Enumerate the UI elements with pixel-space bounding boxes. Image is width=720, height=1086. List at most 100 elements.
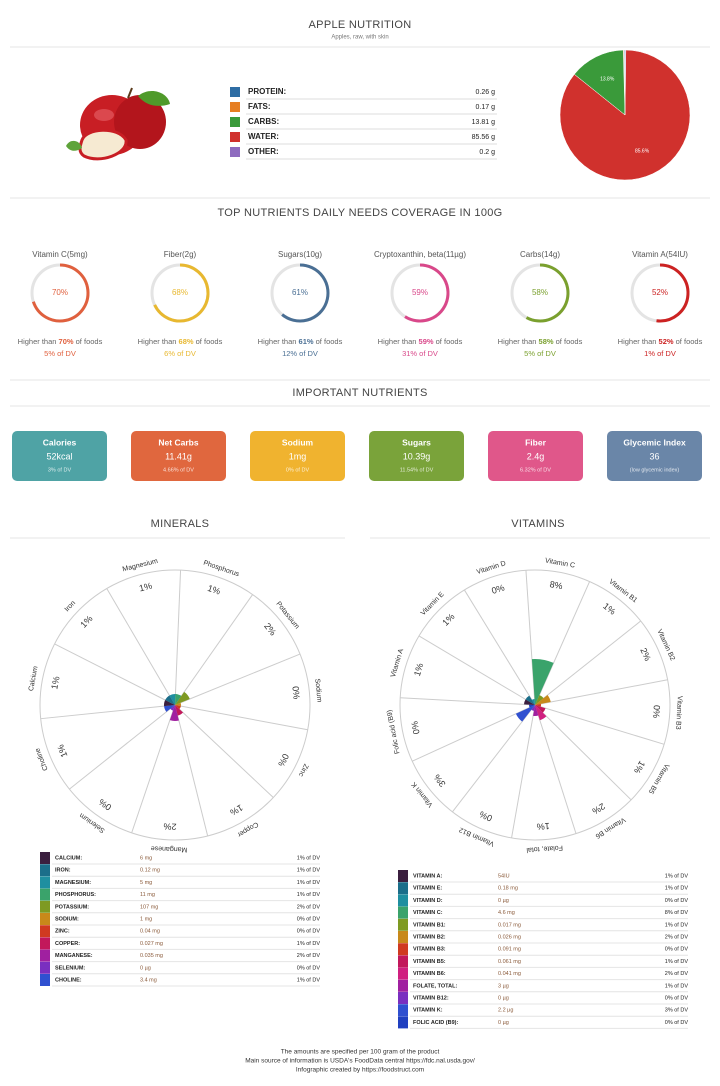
table-dv: 0% of DV bbox=[665, 947, 689, 953]
rank-suffix: of foods bbox=[676, 337, 703, 346]
table-swatch bbox=[40, 913, 50, 925]
macro-label: OTHER: bbox=[248, 147, 279, 156]
table-swatch bbox=[40, 852, 50, 864]
table-dv: 8% of DV bbox=[665, 910, 689, 916]
radar-wedge bbox=[524, 699, 535, 705]
table-amount: 11 mg bbox=[140, 892, 155, 898]
table-swatch bbox=[398, 943, 408, 956]
radar-wedge bbox=[175, 694, 182, 705]
table-name: FOLATE, TOTAL: bbox=[413, 983, 457, 989]
rank-suffix: of foods bbox=[316, 337, 343, 346]
macro-amount: 85.56 g bbox=[472, 134, 495, 141]
dv-text: 1% of DV bbox=[644, 349, 676, 358]
radar-value: 0% bbox=[409, 720, 421, 735]
ring-arc bbox=[281, 263, 330, 323]
footer-line: Main source of information is USDA's Foo… bbox=[245, 1058, 475, 1065]
ring-arc bbox=[656, 263, 690, 323]
card-amount: 11.41g bbox=[165, 451, 192, 461]
dv-text: 5% of DV bbox=[524, 349, 556, 358]
table-amount: 0.04 mg bbox=[140, 929, 160, 935]
radar-wedge bbox=[164, 705, 175, 712]
table-dv: 0% of DV bbox=[297, 916, 321, 922]
ring-arc bbox=[31, 263, 90, 323]
card-name: Calories bbox=[43, 437, 77, 447]
radar-wedge bbox=[525, 695, 535, 705]
radar-wedge bbox=[531, 699, 535, 705]
table-swatch bbox=[398, 870, 408, 882]
rank-prefix: Higher than bbox=[498, 337, 537, 346]
radar-spoke bbox=[174, 704, 209, 837]
table-dv: 1% of DV bbox=[665, 886, 689, 892]
radar-label: Vitamin B2 bbox=[655, 628, 675, 662]
macro-amount: 0.17 g bbox=[476, 104, 496, 111]
table-name: VITAMIN B5: bbox=[413, 959, 446, 965]
pie-label: 85.6% bbox=[635, 148, 650, 154]
radar-value: 2% bbox=[163, 821, 176, 832]
radar-spoke bbox=[511, 704, 536, 839]
radar-label: Folic acid (B9) bbox=[386, 709, 401, 754]
radar-label: Vitamin B1 bbox=[607, 578, 638, 604]
table-amount: 6 mg bbox=[140, 855, 152, 861]
rank-suffix: of foods bbox=[556, 337, 583, 346]
radar-value: 0% bbox=[276, 752, 291, 768]
radar-label: Manganese bbox=[151, 844, 188, 853]
rank-suffix: of foods bbox=[436, 337, 463, 346]
radar-label: Vitamin C bbox=[544, 557, 575, 569]
table-amount: 0.017 mg bbox=[498, 922, 521, 928]
table-swatch bbox=[40, 974, 50, 986]
rank-value: 68% bbox=[179, 337, 194, 346]
radar-label: Vitamin A bbox=[390, 648, 405, 679]
rank-value: 70% bbox=[59, 337, 74, 346]
radar-value: 1% bbox=[536, 821, 550, 832]
radar-outline bbox=[39, 569, 311, 841]
rank-prefix: Higher than bbox=[618, 337, 657, 346]
table-amount: 0.091 mg bbox=[498, 947, 521, 953]
nutrient-name: Vitamin A(54IU) bbox=[632, 250, 688, 259]
radar-wedge bbox=[535, 705, 547, 721]
table-name: VITAMIN D: bbox=[413, 898, 443, 904]
card-amount: 36 bbox=[649, 451, 659, 461]
card-dv: (low glycemic index) bbox=[630, 467, 680, 473]
radar-value: 1% bbox=[632, 759, 647, 775]
radar-value: 1% bbox=[206, 583, 222, 597]
table-dv: 1% of DV bbox=[297, 941, 321, 947]
table-name: VITAMIN C: bbox=[413, 910, 443, 916]
table-swatch bbox=[40, 888, 50, 901]
table-dv: 0% of DV bbox=[297, 929, 321, 935]
radar-spoke bbox=[534, 704, 665, 745]
table-swatch bbox=[398, 1016, 408, 1029]
card-amount: 10.39g bbox=[403, 451, 431, 461]
table-dv: 1% of DV bbox=[297, 977, 321, 983]
page-subtitle: Apples, raw, with skin bbox=[331, 35, 388, 41]
radar-value: 1% bbox=[601, 601, 617, 617]
radar-spoke bbox=[412, 704, 536, 762]
macro-label: CARBS: bbox=[248, 117, 279, 126]
radar-label: Zinc bbox=[297, 763, 309, 778]
legend-swatch bbox=[230, 87, 240, 97]
table-amount: 3.4 mg bbox=[140, 977, 157, 983]
dv-text: 5% of DV bbox=[44, 349, 76, 358]
rank-value: 52% bbox=[659, 337, 674, 346]
radar-value: 2% bbox=[262, 621, 278, 637]
legend-swatch bbox=[230, 132, 240, 142]
pie-label: 13.8% bbox=[600, 77, 615, 83]
radar-value: 2% bbox=[590, 801, 606, 816]
table-dv: 1% of DV bbox=[665, 983, 689, 989]
table-name: VITAMIN B6: bbox=[413, 971, 446, 977]
card-dv: 0% of DV bbox=[286, 467, 310, 473]
macro-amount: 0.2 g bbox=[479, 149, 495, 156]
table-name: ZINC: bbox=[55, 929, 70, 935]
radar-wedge bbox=[535, 695, 551, 705]
radar-spoke bbox=[525, 570, 536, 706]
radar-spoke bbox=[534, 620, 642, 706]
table-name: VITAMIN B1: bbox=[413, 922, 446, 928]
section-title: MINERALS bbox=[151, 518, 210, 530]
card-name: Glycemic Index bbox=[623, 437, 686, 447]
nutrient-name: Vitamin C(5mg) bbox=[32, 250, 88, 259]
ring-arc bbox=[153, 263, 210, 323]
radar-label: Vitamin B12 bbox=[458, 826, 495, 848]
table-amount: 3 µg bbox=[498, 983, 509, 989]
card-amount: 2.4g bbox=[527, 451, 545, 461]
radar-value: 1% bbox=[55, 743, 69, 759]
table-swatch bbox=[40, 876, 50, 889]
